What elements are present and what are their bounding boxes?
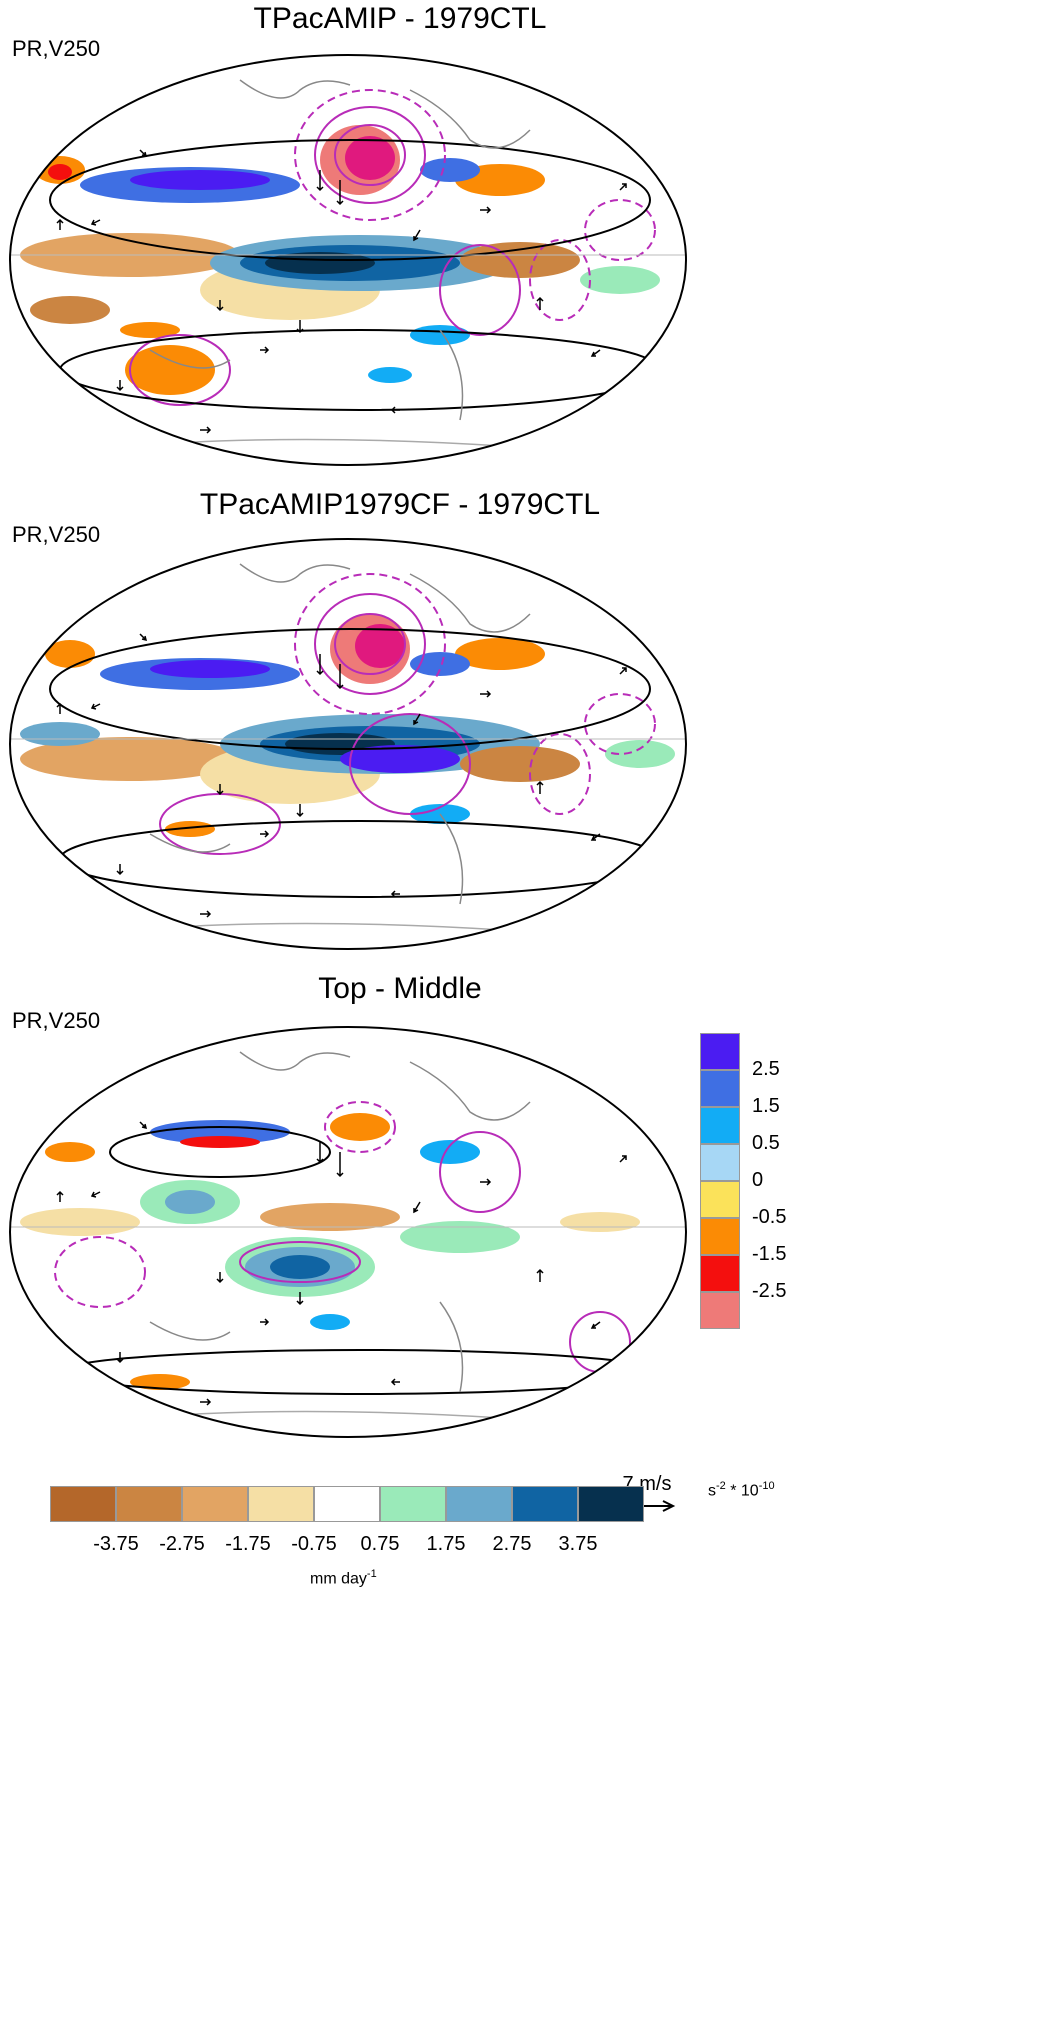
precip-colorbar-label: 3.75 — [558, 1533, 598, 1555]
globe-outline — [9, 1026, 687, 1438]
precip-anomaly-shading — [20, 1180, 640, 1297]
vorticity-colorbar-box — [700, 1292, 740, 1329]
vorticity-colorbar-box — [700, 1144, 740, 1181]
vorticity-colorbar-box — [700, 1033, 740, 1070]
precip-unit-label: mm day-1 — [310, 1568, 377, 1588]
vorticity-colorbar — [700, 1033, 740, 1329]
precip-colorbar-label: 0.75 — [360, 1533, 400, 1555]
vorticity-colorbar-box — [700, 1070, 740, 1107]
panel-1-subtitle: PR,V250 — [12, 36, 101, 61]
vorticity-colorbar-box — [700, 1107, 740, 1144]
panel-3-title: Top - Middle — [318, 972, 482, 1005]
map-panel-3 — [9, 1026, 687, 1438]
precip-colorbar-box — [314, 1486, 380, 1522]
wind-vectors — [56, 633, 627, 918]
precip-anomaly-shading — [20, 233, 660, 324]
vorticity-shading — [35, 125, 545, 395]
precip-colorbar-box — [116, 1486, 182, 1522]
vorticity-colorbar-label: 0 — [752, 1169, 764, 1191]
panel-3-subtitle: PR,V250 — [12, 1008, 101, 1033]
vorticity-colorbar-label: 1.5 — [752, 1095, 780, 1117]
wind-vectors — [56, 149, 627, 434]
precip-colorbar-label: 1.75 — [426, 1533, 466, 1555]
precip-colorbar-box — [446, 1486, 512, 1522]
precip-colorbar-label: -1.75 — [225, 1533, 271, 1555]
contour-lines — [10, 1051, 686, 1423]
vorticity-colorbar-label: 2.5 — [752, 1058, 780, 1080]
precip-colorbar — [50, 1486, 644, 1522]
precip-colorbar-box — [50, 1486, 116, 1522]
vorticity-colorbar-box — [700, 1255, 740, 1292]
vorticity-shading — [45, 614, 545, 837]
vorticity-colorbar-label: 0.5 — [752, 1132, 780, 1154]
precip-colorbar-label: 2.75 — [492, 1533, 532, 1555]
panel-2-title: TPacAMIP1979CF - 1979CTL — [199, 488, 601, 521]
precip-colorbar-box — [380, 1486, 446, 1522]
vorticity-colorbar-box — [700, 1218, 740, 1255]
map-panel-2 — [9, 538, 687, 950]
precip-colorbar-box — [248, 1486, 314, 1522]
precip-colorbar-label: -3.75 — [93, 1533, 139, 1555]
globe-outline — [9, 538, 687, 950]
map-panel-1 — [9, 54, 687, 466]
vorticity-colorbar-label: -1.5 — [752, 1243, 787, 1265]
globe-outline — [9, 54, 687, 466]
precip-colorbar-box — [512, 1486, 578, 1522]
panel-2-subtitle: PR,V250 — [12, 522, 101, 547]
precip-colorbar-label: -2.75 — [159, 1533, 205, 1555]
vorticity-colorbar-label: -0.5 — [752, 1206, 787, 1228]
vorticity-colorbar-box — [700, 1181, 740, 1218]
precip-colorbar-box — [578, 1486, 644, 1522]
wind-vectors — [56, 1121, 627, 1406]
panel-1-title: TPacAMIP - 1979CTL — [253, 2, 547, 35]
precip-colorbar-box — [182, 1486, 248, 1522]
vorticity-unit-label: s-2 * 10-10 — [708, 1480, 775, 1500]
vorticity-colorbar-label: -2.5 — [752, 1280, 787, 1302]
precip-colorbar-label: -0.75 — [291, 1533, 337, 1555]
vorticity-shading — [45, 1113, 480, 1390]
